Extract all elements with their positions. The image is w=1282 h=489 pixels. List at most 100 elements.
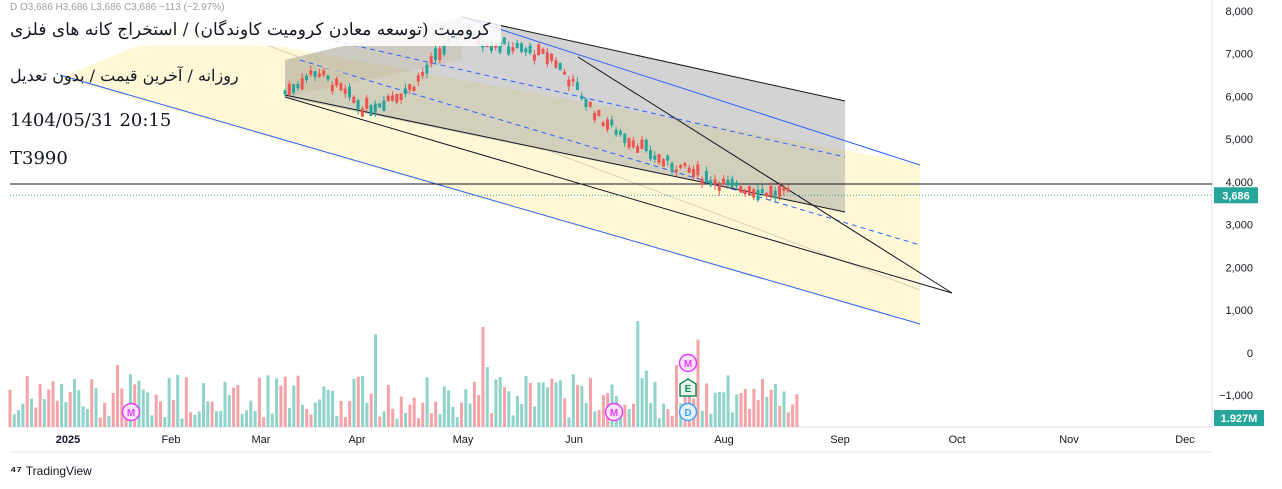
volume-bar bbox=[163, 417, 167, 427]
candle-body bbox=[713, 179, 717, 185]
candle-body bbox=[386, 96, 390, 102]
candle-body bbox=[623, 133, 627, 144]
candle-body bbox=[348, 86, 351, 98]
volume-bar bbox=[498, 377, 502, 427]
volume-bar bbox=[541, 382, 545, 427]
candle-body bbox=[722, 178, 726, 185]
volume-bar bbox=[786, 412, 790, 427]
candle-body bbox=[421, 72, 425, 76]
candle-body bbox=[378, 103, 382, 108]
volume-bar bbox=[773, 383, 777, 427]
time-tick-label: Nov bbox=[1059, 434, 1079, 446]
candle-body bbox=[778, 185, 781, 197]
volume-bar bbox=[270, 413, 274, 427]
candle-body bbox=[674, 169, 678, 173]
candle-body bbox=[588, 101, 592, 107]
candle-body bbox=[558, 62, 562, 71]
candle-body bbox=[339, 83, 343, 91]
candle-body bbox=[520, 43, 523, 52]
volume-bar bbox=[300, 404, 304, 427]
volume-bar bbox=[369, 393, 373, 427]
candle-body bbox=[305, 75, 308, 81]
volume-bar bbox=[283, 376, 287, 427]
volume-bar bbox=[601, 395, 605, 427]
candle-body bbox=[537, 44, 541, 56]
candle-body bbox=[584, 98, 588, 108]
channel-upper-line bbox=[461, 16, 921, 166]
volume-bar bbox=[81, 406, 85, 427]
tradingview-logo-icon: ⁴⁷ bbox=[10, 463, 22, 478]
volume-bar bbox=[197, 411, 201, 427]
candle-body bbox=[373, 103, 377, 113]
volume-bar bbox=[30, 398, 33, 427]
volume-bar bbox=[64, 402, 68, 427]
volume-bar bbox=[481, 327, 485, 427]
volume-bar bbox=[335, 415, 339, 427]
time-tick-label: Oct bbox=[948, 434, 965, 446]
candle-body bbox=[743, 190, 747, 195]
volume-bar bbox=[623, 404, 627, 427]
volume-bar bbox=[391, 408, 395, 427]
volume-bar bbox=[417, 418, 420, 427]
volume-bar bbox=[309, 414, 313, 427]
candle-body bbox=[571, 78, 575, 82]
candle-body bbox=[692, 169, 695, 177]
candle-body bbox=[528, 45, 532, 54]
candle-body bbox=[773, 190, 777, 199]
time-tick-label: Feb bbox=[162, 434, 181, 446]
candle-body bbox=[575, 82, 579, 90]
candle-body bbox=[524, 48, 528, 53]
candle-body bbox=[687, 167, 691, 173]
candle-body bbox=[317, 73, 321, 77]
volume-bar bbox=[288, 407, 291, 427]
volume-bar bbox=[322, 386, 326, 427]
candle-body bbox=[756, 189, 760, 201]
volume-bar bbox=[305, 408, 309, 427]
volume-bar bbox=[584, 403, 588, 427]
volume-bar bbox=[296, 375, 300, 427]
volume-bar bbox=[206, 401, 210, 427]
volume-bar bbox=[356, 376, 360, 427]
volume-bar bbox=[597, 410, 601, 427]
volume-bar bbox=[214, 411, 218, 427]
candle-body bbox=[726, 179, 730, 186]
trendline-lower bbox=[284, 96, 953, 294]
candle-body bbox=[696, 164, 700, 176]
tradingview-logo[interactable]: ⁴⁷ TradingView bbox=[10, 463, 92, 478]
candle-body bbox=[399, 93, 403, 100]
volume-bar bbox=[111, 392, 115, 427]
volume-bar bbox=[60, 383, 64, 427]
event-badge-shape bbox=[121, 402, 141, 422]
volume-bar bbox=[159, 401, 162, 427]
candle-body bbox=[709, 180, 713, 186]
volume-bar bbox=[580, 385, 584, 427]
candle-body bbox=[636, 146, 640, 153]
candle-body bbox=[498, 41, 502, 53]
volume-bar bbox=[352, 378, 356, 427]
volume-bar bbox=[791, 404, 795, 427]
volume-bar bbox=[98, 417, 102, 427]
volume-bar bbox=[47, 389, 51, 427]
candle-body bbox=[657, 154, 661, 163]
volume-bar bbox=[455, 417, 459, 427]
volume-bar bbox=[257, 377, 261, 427]
volume-bar bbox=[438, 414, 442, 427]
price-tick-label: 1,000 bbox=[1225, 305, 1253, 317]
volume-bar bbox=[503, 387, 506, 427]
volume-bar bbox=[202, 383, 205, 427]
candle-body bbox=[442, 44, 446, 55]
volume-bar bbox=[653, 381, 657, 427]
volume-bar bbox=[128, 374, 132, 427]
volume-bar bbox=[546, 387, 549, 427]
candle-body bbox=[343, 88, 347, 94]
volume-bar bbox=[713, 392, 717, 427]
volume-bar bbox=[705, 383, 709, 427]
candle-body bbox=[545, 52, 549, 64]
volume-bar bbox=[103, 402, 107, 427]
candle-body bbox=[760, 189, 764, 194]
volume-bar bbox=[176, 374, 180, 427]
volume-bar bbox=[709, 413, 713, 427]
volume-bar bbox=[464, 389, 468, 427]
volume-bar bbox=[326, 389, 330, 427]
